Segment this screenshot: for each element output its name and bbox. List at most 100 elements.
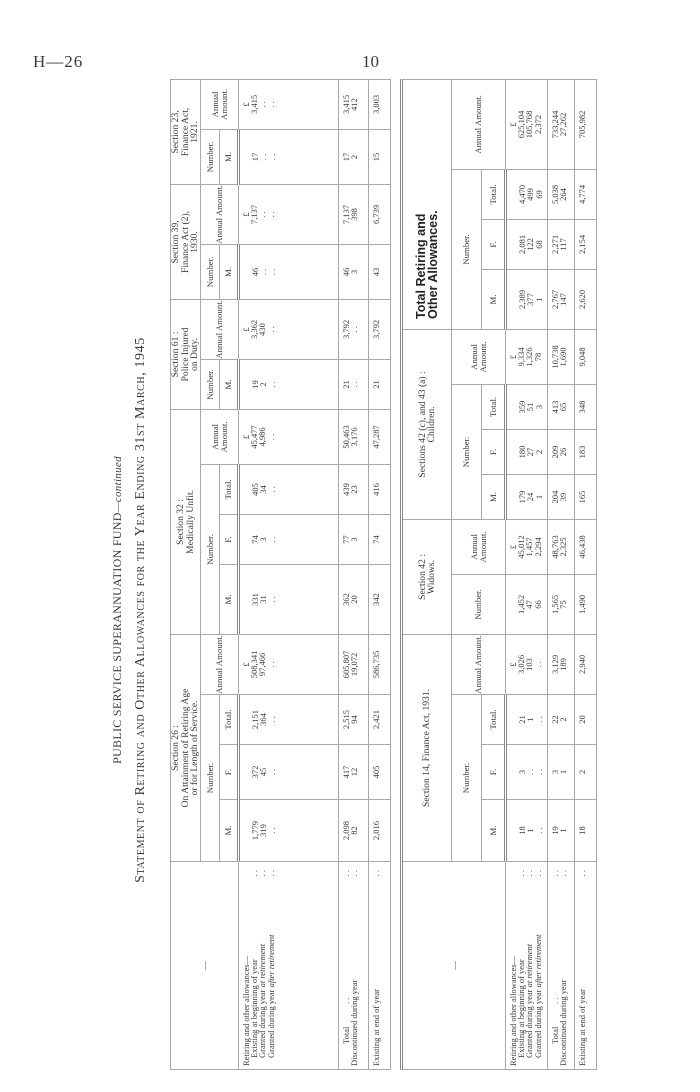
value-cell: 18 1. . xyxy=(505,799,548,862)
value-cell: 359 51 3 xyxy=(505,384,548,430)
corner-dash: — xyxy=(448,961,459,970)
fund-title-text: PUBLIC SERVICE SUPERANNUATION FUND xyxy=(110,512,124,764)
row-label-end: Existing at end of year . . xyxy=(577,862,587,1066)
cell-line: 3 xyxy=(349,269,360,275)
section-header: Total Retiring and Other Allowances. xyxy=(401,79,452,330)
value-cell: 3,792 xyxy=(368,299,391,360)
value-cell: 439 23 xyxy=(338,464,369,515)
value-cell: 405 xyxy=(368,744,391,800)
value-cell: 48,763 2,325 xyxy=(547,519,575,575)
cell-line: 3 xyxy=(533,404,544,410)
number-header: Number. xyxy=(200,129,220,185)
row-label-text: Granted during year xyxy=(532,989,543,1058)
cell-line: 68 xyxy=(533,240,544,249)
section-header: Section 23, Finance Act, 1921. xyxy=(170,79,201,185)
value-cell: 179 24 1 xyxy=(505,474,548,520)
cell-line: 46,438 xyxy=(577,535,587,559)
annual-amount-header: Annual Amount. xyxy=(451,634,506,695)
number-header: Number. xyxy=(200,359,220,410)
column-header: Total. xyxy=(481,169,506,220)
value-cell: 17 2 xyxy=(338,129,369,185)
cell-line: 2,294 xyxy=(532,537,543,557)
value-cell: 417 12 xyxy=(338,744,369,800)
value-cell: 2,271 117 xyxy=(547,219,575,270)
cell-line: . . xyxy=(266,268,277,276)
cell-line: 3 xyxy=(349,537,360,542)
cell-line: 94 xyxy=(349,715,360,724)
value-cell: 413 65 xyxy=(547,384,575,430)
cell-line: 2,421 xyxy=(371,709,381,730)
dot-leader: . . xyxy=(265,870,276,877)
cell-line: 2,016 xyxy=(371,820,381,841)
value-cell: 21. . xyxy=(338,359,369,410)
value-cell: 2,620 xyxy=(574,269,597,330)
page-reference: H—26 xyxy=(33,52,84,71)
section-title-line: Other Allowances. xyxy=(426,210,440,319)
cell-line: 3,003 xyxy=(371,94,381,114)
value-cell: 6,739 xyxy=(368,184,391,245)
value-cell: 19 1 xyxy=(547,799,575,862)
value-cell: £7,137. .. . xyxy=(238,184,339,245)
annual-amount-header: Annual Amount. xyxy=(200,299,239,360)
cell-line: 47,287 xyxy=(371,425,381,449)
cell-line: 74 xyxy=(371,535,381,544)
value-cell: 2,515 94 xyxy=(338,694,369,745)
cell-line: 39 xyxy=(558,492,569,502)
annual-amount-header: Annual Amount. xyxy=(451,79,506,170)
column-header: Total. xyxy=(481,384,506,430)
number-header: Number. xyxy=(200,464,220,635)
row-label-cell: Retiring and other allowances— Existing a… xyxy=(238,861,339,1070)
cell-line: . . xyxy=(266,716,277,723)
column-header: M. xyxy=(219,359,239,410)
value-cell: 183 xyxy=(574,429,597,475)
dot-leader: . . xyxy=(532,870,543,877)
column-header: F. xyxy=(481,744,506,800)
cell-line: . . xyxy=(265,433,276,441)
value-cell: £9,334 1,326 78 xyxy=(505,329,548,385)
section-title-line: Section 14, Finance Act, 1931. xyxy=(421,688,433,807)
cell-line: . . xyxy=(266,827,277,834)
cell-line: . . xyxy=(265,101,276,108)
cell-line: 2 xyxy=(349,154,360,160)
row-label-discontinued: Discontinued during year . . xyxy=(349,862,360,1066)
value-cell: 5,038 264 xyxy=(547,169,575,220)
cell-line: 412 xyxy=(349,98,360,111)
value-cell: 348 xyxy=(574,384,597,430)
value-cell: 74 xyxy=(368,514,391,565)
annual-amount-header: Annual Amount. xyxy=(451,329,506,385)
cell-line: 12 xyxy=(349,767,360,777)
upper-table: — Section 26 : On Attainment of Retiring A… xyxy=(170,79,391,1070)
cell-line: . . xyxy=(532,661,543,668)
cell-line: 2,940 xyxy=(577,654,587,675)
section-title-line: 1921. xyxy=(189,121,201,143)
cell-line: 2,372 xyxy=(532,114,543,134)
number-header: Number. xyxy=(451,694,482,862)
number-header: Number. xyxy=(451,384,482,520)
value-cell: 7,137 398 xyxy=(338,184,369,245)
dot-leader: . . xyxy=(577,870,587,877)
section-header: Section 61 : Police Injured on Duty. xyxy=(170,299,201,410)
section-header: Section 32 : Medically Unfit. xyxy=(170,409,201,635)
section-title-line: on Duty. xyxy=(189,337,201,371)
cell-line: 1 xyxy=(533,494,544,500)
cell-line: 2,620 xyxy=(577,289,587,310)
number-header: Number. xyxy=(200,694,220,862)
column-header: Total. xyxy=(219,464,239,515)
value-cell: 77 3 xyxy=(338,514,369,565)
row-label: Granted during year after retirement . . xyxy=(265,862,276,1066)
value-cell: 4,774 xyxy=(574,169,597,220)
row-label-text: Discontinued during year xyxy=(349,979,360,1066)
lower-table: — Section 14, Finance Act, 1931. Section 4… xyxy=(400,78,597,1070)
value-cell: 22 2 xyxy=(547,694,575,745)
cell-line: 1 xyxy=(558,769,569,775)
column-header: Total. xyxy=(219,694,239,745)
column-header: F. xyxy=(481,219,506,270)
column-header: M. xyxy=(219,244,239,300)
cell-line: . . xyxy=(266,536,277,543)
column-header: F. xyxy=(481,429,506,475)
cell-line: . . xyxy=(349,326,360,333)
cell-line: 78 xyxy=(532,352,543,362)
cell-line: 342 xyxy=(371,593,381,606)
column-header: Total. xyxy=(481,694,506,745)
value-cell: £508,341 97,466. . xyxy=(238,634,339,695)
